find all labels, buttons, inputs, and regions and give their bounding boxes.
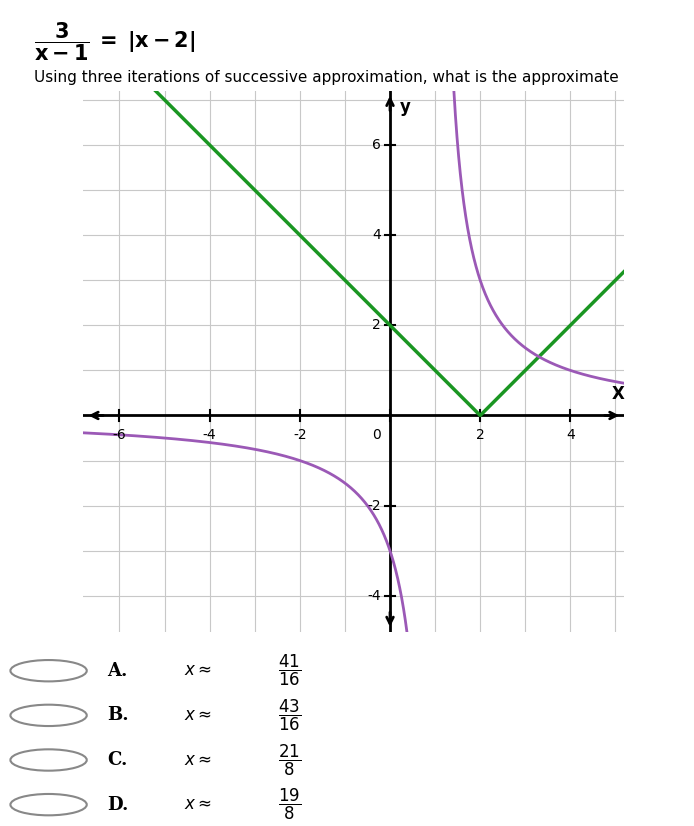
Text: y: y <box>400 97 411 116</box>
Text: 0: 0 <box>372 428 381 442</box>
Text: $x \approx$: $x \approx$ <box>184 752 212 768</box>
Text: B.: B. <box>108 706 129 724</box>
Text: C.: C. <box>108 751 128 769</box>
Text: $\dfrac{19}{8}$: $\dfrac{19}{8}$ <box>278 787 301 822</box>
Text: $\dfrac{41}{16}$: $\dfrac{41}{16}$ <box>278 653 301 688</box>
Text: -6: -6 <box>112 428 126 442</box>
Text: 2: 2 <box>476 428 484 442</box>
Text: -4: -4 <box>367 589 381 603</box>
Text: 4: 4 <box>566 428 575 442</box>
Text: $x \approx$: $x \approx$ <box>184 707 212 724</box>
Text: $x \approx$: $x \approx$ <box>184 662 212 679</box>
Text: 4: 4 <box>372 228 381 242</box>
Text: D.: D. <box>108 795 129 814</box>
Text: -4: -4 <box>203 428 217 442</box>
Text: -2: -2 <box>367 499 381 513</box>
Text: -2: -2 <box>293 428 307 442</box>
Text: X: X <box>611 385 624 403</box>
Text: 6: 6 <box>372 138 381 152</box>
Text: Using three iterations of successive approximation, what is the approximate: Using three iterations of successive app… <box>34 70 618 85</box>
Text: A.: A. <box>108 662 128 680</box>
Text: $\mathbf{\dfrac{3}{x-1}}$$\mathbf{\;=\;}$$\mathbf{|x - 2|}$: $\mathbf{\dfrac{3}{x-1}}$$\mathbf{\;=\;}… <box>34 21 195 63</box>
Text: 2: 2 <box>372 318 381 332</box>
Text: $x \approx$: $x \approx$ <box>184 796 212 813</box>
Text: $\dfrac{43}{16}$: $\dfrac{43}{16}$ <box>278 698 301 733</box>
Text: $\dfrac{21}{8}$: $\dfrac{21}{8}$ <box>278 743 301 777</box>
